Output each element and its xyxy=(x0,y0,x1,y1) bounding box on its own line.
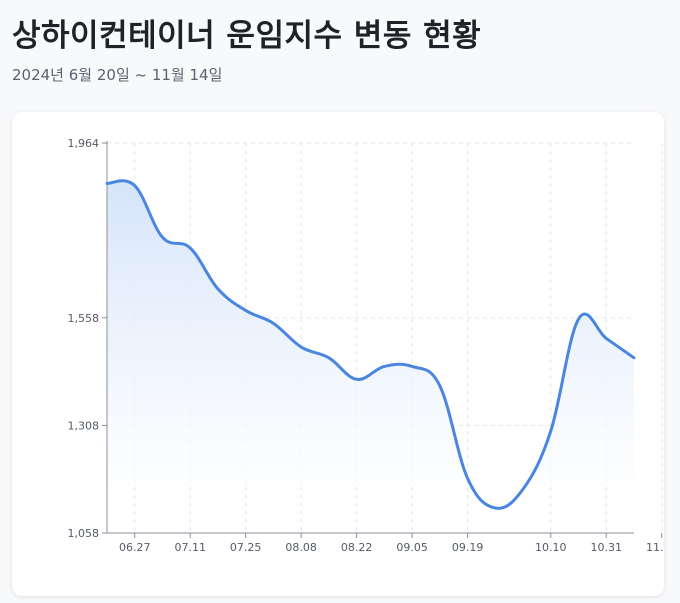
chart-plot: 1,964 1,558 1,308 1,058 06.27 07.11 07.25 08.0… xyxy=(68,137,665,554)
x-tick-label: 10.31 xyxy=(591,541,623,554)
data-point-08.29 xyxy=(382,364,386,368)
y-tick-label: 1,308 xyxy=(68,419,100,432)
x-tick-label: 10.10 xyxy=(535,541,567,554)
x-tick-label: 08.22 xyxy=(341,541,373,554)
page-subtitle: 2024년 6월 20일 ~ 11월 14일 xyxy=(12,66,223,84)
data-point-07.11 xyxy=(188,246,192,250)
data-point-08.22 xyxy=(355,377,359,381)
y-tick-labels: 1,964 1,558 1,308 1,058 xyxy=(68,137,100,540)
x-tick-labels: 06.27 07.11 07.25 08.08 08.22 09.05 09.19 10.10… xyxy=(119,541,664,554)
data-point-07.25 xyxy=(244,308,248,312)
chart-card: 1,964 1,558 1,308 1,058 06.27 07.11 07.25 08.0… xyxy=(12,112,664,596)
x-tick-label: 06.27 xyxy=(119,541,151,554)
y-tick-label: 1,558 xyxy=(68,312,100,325)
page-title: 상하이컨테이너 운임지수 변동 현황 xyxy=(12,18,482,54)
data-point-11.07 xyxy=(632,356,636,360)
x-tick-label: 08.08 xyxy=(285,541,317,554)
x-tick-label: 07.25 xyxy=(230,541,262,554)
series-line-layer xyxy=(105,179,636,510)
x-tick-label: 07.11 xyxy=(174,541,206,554)
data-point-09.26 xyxy=(493,506,497,510)
x-tick-label: 11.14 xyxy=(646,541,664,554)
data-point-08.08 xyxy=(299,345,303,349)
data-point-06.27 xyxy=(133,184,137,188)
data-point-09.19 xyxy=(466,476,470,480)
x-tick-label: 09.19 xyxy=(452,541,484,554)
data-point-10.03 xyxy=(521,487,525,491)
data-point-08.01 xyxy=(271,321,275,325)
data-point-09.12 xyxy=(438,384,442,388)
data-point-07.04 xyxy=(160,235,164,239)
data-point-10.31 xyxy=(604,336,608,340)
series-line xyxy=(105,179,636,510)
y-tick-label: 1,964 xyxy=(68,137,100,150)
x-tick-label: 09.05 xyxy=(396,541,428,554)
area-fill xyxy=(107,180,634,509)
y-tick-label: 1,058 xyxy=(68,527,100,540)
data-point-07.18 xyxy=(216,287,220,291)
data-point-09.05 xyxy=(410,364,414,368)
data-point-08.15 xyxy=(327,356,331,360)
area-fill-layer xyxy=(107,180,634,509)
data-point-10.10 xyxy=(549,429,553,433)
data-point-06.20 xyxy=(105,181,109,185)
data-point-10.24 xyxy=(577,317,581,321)
axes xyxy=(102,141,663,538)
